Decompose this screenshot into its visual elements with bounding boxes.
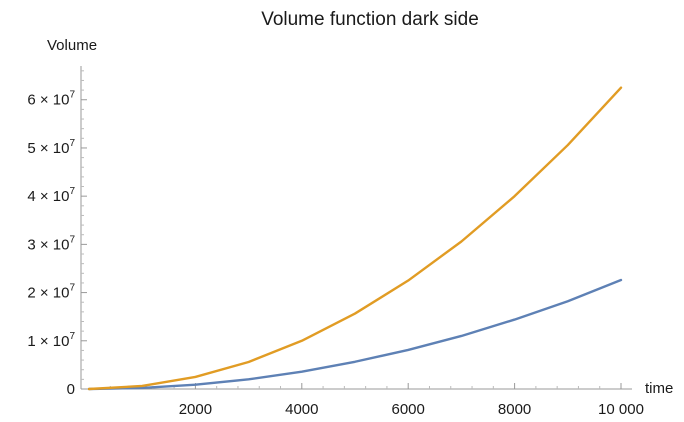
x-tick-label: 8000 — [498, 401, 531, 418]
y-axis-label: Volume — [47, 37, 97, 54]
y-tick-label: 4 × 107 — [27, 186, 75, 205]
x-tick-label: 4000 — [285, 401, 318, 418]
chart-title: Volume function dark side — [261, 9, 479, 30]
y-tick-label: 5 × 107 — [27, 138, 75, 157]
y-tick-label: 3 × 107 — [27, 234, 75, 253]
series-line-1 — [87, 278, 623, 391]
x-tick-label: 2000 — [179, 401, 212, 418]
series-line-2 — [87, 86, 623, 391]
y-tick-label: 0 — [67, 381, 75, 398]
y-tick-label: 6 × 107 — [27, 90, 75, 109]
x-tick-label: 6000 — [392, 401, 425, 418]
ticks: 2000 4000 6000 8000 10 000 0 1 × 107 2 × 107 3 ×… — [27, 70, 644, 418]
axes — [80, 66, 632, 390]
series-lines — [87, 86, 623, 391]
x-tick-label: 10 000 — [598, 401, 644, 418]
y-tick-label: 2 × 107 — [27, 283, 75, 302]
y-tick-label: 1 × 107 — [27, 331, 75, 350]
x-axis-label: time — [645, 380, 673, 397]
